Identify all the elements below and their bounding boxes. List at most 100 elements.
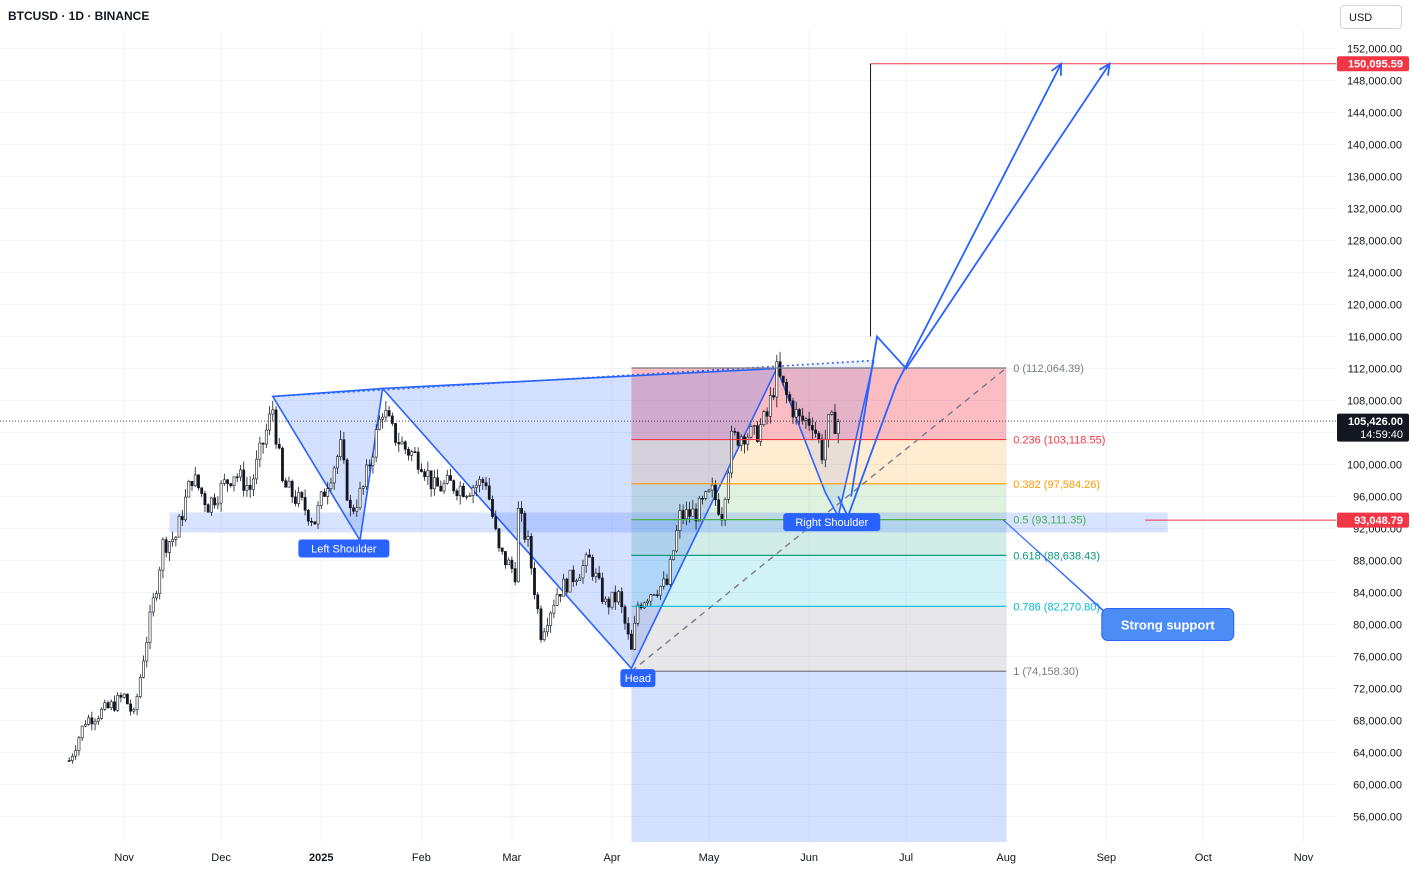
candle-body bbox=[817, 433, 821, 440]
annotation-text: Strong support bbox=[1121, 618, 1216, 633]
symbol-title: BTCUSD · 1D · BINANCE bbox=[8, 9, 150, 23]
candle-body bbox=[374, 429, 378, 458]
candle-body bbox=[384, 410, 388, 418]
price-tag-label: 150,095.59 bbox=[1348, 59, 1403, 71]
price-tick-label: 140,000.00 bbox=[1347, 140, 1402, 152]
candle-body bbox=[836, 421, 840, 434]
candle-body bbox=[620, 591, 624, 608]
candle-body bbox=[145, 642, 149, 662]
price-tick-label: 112,000.00 bbox=[1348, 364, 1402, 376]
candle-body bbox=[807, 418, 811, 426]
candle-body bbox=[439, 485, 443, 492]
candle-body bbox=[258, 442, 262, 460]
candle-body bbox=[636, 604, 640, 624]
candle-body bbox=[297, 492, 301, 504]
candle-body bbox=[445, 475, 449, 484]
candle-body bbox=[206, 504, 210, 513]
candle-body bbox=[578, 577, 582, 581]
candle-body bbox=[142, 660, 145, 678]
candle-body bbox=[252, 478, 255, 490]
candle-body bbox=[762, 411, 766, 425]
candle-body bbox=[607, 598, 611, 608]
candle-body bbox=[67, 760, 71, 762]
price-axis: 152,000.00 148,000.00 144,000.00 140,000.00… bbox=[1336, 0, 1414, 871]
candle-body bbox=[300, 492, 304, 498]
candle-body bbox=[264, 429, 268, 445]
price-tick-label: 60,000.00 bbox=[1353, 780, 1402, 792]
candle-body bbox=[329, 482, 333, 489]
candle-body bbox=[306, 509, 310, 522]
candle-body bbox=[442, 482, 446, 492]
candle-body bbox=[581, 565, 585, 579]
candle-body bbox=[600, 577, 604, 603]
candle-body bbox=[235, 476, 239, 479]
price-tick-label: 108,000.00 bbox=[1347, 396, 1402, 408]
candle-body bbox=[565, 578, 569, 593]
candle-body bbox=[171, 539, 175, 542]
annotation-text: Right Shoulder bbox=[795, 517, 868, 529]
projection-range-box bbox=[631, 671, 1007, 842]
callout-box bbox=[1101, 608, 1235, 641]
candle-body bbox=[268, 413, 271, 431]
candle-body bbox=[752, 425, 756, 427]
candle-body bbox=[655, 594, 659, 596]
candle-body bbox=[497, 528, 501, 549]
candle-body bbox=[326, 488, 330, 497]
time-tick-label: Jul bbox=[899, 852, 913, 864]
candle-body bbox=[794, 409, 798, 418]
candle-body bbox=[823, 438, 827, 461]
candle-body bbox=[397, 442, 401, 445]
price-tag-box bbox=[1337, 413, 1409, 442]
candle-body bbox=[613, 591, 617, 603]
candle-body bbox=[781, 375, 785, 383]
candle-body bbox=[358, 487, 362, 509]
price-tick-label: 120,000.00 bbox=[1347, 300, 1402, 312]
time-tick-label: Nov bbox=[1294, 852, 1314, 864]
price-tick-label: 56,000.00 bbox=[1353, 812, 1402, 824]
candle-body bbox=[701, 497, 704, 500]
candle-body bbox=[804, 418, 808, 421]
currency-selector-button[interactable]: USD bbox=[1340, 5, 1402, 29]
candle-body bbox=[458, 485, 462, 497]
fib-band bbox=[631, 367, 1007, 440]
price-tick-label: 96,000.00 bbox=[1353, 492, 1402, 504]
candle-body bbox=[93, 720, 97, 725]
candle-body bbox=[209, 497, 213, 513]
candle-body bbox=[739, 436, 743, 446]
candle-body bbox=[471, 487, 475, 496]
candle-body bbox=[167, 541, 171, 553]
candle-body bbox=[109, 701, 113, 709]
candle-body bbox=[290, 480, 294, 498]
candle-body bbox=[833, 411, 837, 434]
neckline-dotted bbox=[272, 359, 874, 398]
candle-body bbox=[368, 464, 372, 467]
time-tick-label: Sep bbox=[1097, 852, 1117, 864]
candle-body bbox=[749, 426, 753, 438]
candle-body bbox=[116, 694, 120, 711]
candle-body bbox=[694, 508, 698, 522]
candle-body bbox=[129, 703, 133, 712]
candle-body bbox=[71, 755, 74, 761]
candle-body bbox=[203, 493, 207, 505]
candle-body bbox=[352, 507, 355, 512]
candle-body bbox=[426, 470, 430, 477]
candle-body bbox=[200, 487, 204, 494]
price-tag-box bbox=[1337, 56, 1409, 72]
candle-body bbox=[455, 490, 459, 497]
fib-level-label: 0.786 (82,270.80) bbox=[1013, 601, 1100, 613]
candle-body bbox=[827, 414, 830, 440]
candle-body bbox=[313, 521, 317, 525]
candle-body bbox=[642, 602, 646, 609]
time-tick-label: May bbox=[699, 852, 720, 864]
candle-body bbox=[387, 410, 391, 417]
candle-body bbox=[261, 442, 265, 445]
candle-body bbox=[348, 499, 352, 509]
candle-body bbox=[549, 612, 553, 626]
candle-body bbox=[568, 569, 572, 593]
head-triangle bbox=[380, 367, 779, 670]
projection-arrowhead bbox=[1098, 62, 1111, 76]
candle-body bbox=[177, 515, 181, 538]
fib-level-label: 0.5 (93,111.35) bbox=[1013, 515, 1086, 527]
